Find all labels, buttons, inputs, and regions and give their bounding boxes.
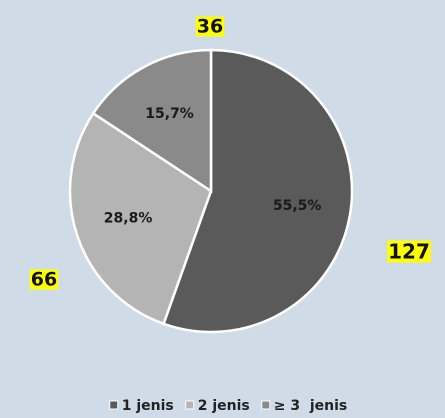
legend: 1 jenis 2 jenis ≥ 3 jenis (109, 398, 348, 414)
pie-slice (91, 48, 213, 194)
label-highlight (29, 269, 59, 290)
count-label: 127 (388, 240, 430, 264)
legend-swatch (109, 400, 119, 410)
count-label: 36 (197, 16, 223, 38)
legend-swatch (261, 400, 271, 410)
legend-label: ≥ 3 jenis (274, 398, 348, 414)
legend-label: 1 jenis (122, 398, 174, 414)
percent-label: 15,7% (145, 106, 194, 122)
label-highlight (387, 240, 431, 263)
count-label: 66 (31, 269, 57, 291)
legend-swatch (185, 400, 195, 410)
pie-slice (161, 48, 354, 334)
pie-slice (68, 111, 213, 326)
legend-label: 2 jenis (198, 398, 250, 414)
percent-label: 28,8% (104, 211, 153, 227)
label-highlight (195, 16, 225, 37)
percent-label: 55,5% (273, 198, 322, 214)
